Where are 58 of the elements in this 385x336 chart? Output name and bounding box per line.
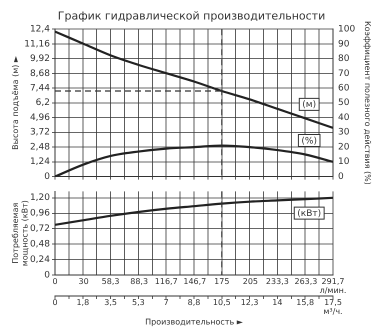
y-tick-label: 4,96: [30, 112, 50, 123]
y2-tick-label: 70: [338, 68, 350, 79]
y2-tick-label: 0: [338, 172, 344, 182]
y2-axis-title: Коэффициент полезного действия (%): [363, 20, 372, 185]
x2-tick-label: 30: [78, 277, 89, 286]
y-tick-label: 12,4: [30, 24, 50, 35]
x-tick-label: 0: [52, 298, 58, 308]
x2-tick-label: 88,3: [130, 277, 148, 286]
x2-tick-label: 233,3: [266, 277, 289, 286]
y-tick-label: 1,20: [30, 193, 50, 204]
x2-tick-label: 291,7 л/мин.: [320, 277, 346, 296]
y2-tick-label: 10: [338, 157, 350, 168]
x2-tick-label: 0: [52, 277, 58, 286]
x-tick-label: 8,8: [188, 298, 200, 308]
x-tick-label: 3,5: [104, 298, 117, 308]
x-tick-label: 1,8: [76, 298, 90, 308]
x-tick-label: 5,3: [132, 298, 145, 308]
y-tick-label: 11,16: [24, 39, 50, 50]
series-label: (%): [301, 136, 317, 146]
y2-tick-label: 50: [338, 98, 350, 108]
y2-tick-label: 30: [338, 128, 350, 138]
y2-tick-label: 40: [338, 112, 350, 123]
y-tick-label: 6,2: [36, 98, 50, 108]
y-tick-label: 0,96: [30, 208, 50, 219]
y-tick-label: 1,24: [30, 157, 50, 168]
x-tick-label: 17,5 м³/ч.: [323, 298, 343, 316]
x2-tick-label: 175: [214, 277, 230, 286]
x2-tick-label: 205: [242, 277, 258, 286]
y-tick-label: 0,48: [30, 239, 50, 250]
x2-tick-label: 146,7: [183, 277, 206, 286]
x-tick-label: 14: [272, 298, 282, 308]
y-axis-title: Потребляемая мощность (кВт): [10, 200, 30, 266]
y-tick-label: 7,44: [30, 84, 50, 94]
x2-tick-label: 58,3: [102, 277, 120, 286]
x-tick-label: 15,8: [296, 298, 314, 308]
x-axis-title: Производительность ►: [145, 317, 244, 326]
x-tick-label: 10,5: [212, 298, 231, 308]
series-label: (м): [302, 100, 316, 110]
y-axis-title: Высота подъёма (м) ►: [10, 55, 20, 150]
y2-tick-label: 20: [338, 142, 350, 152]
x-tick-label: 7: [164, 298, 169, 308]
chart-title: График гидравлической производительности: [58, 9, 326, 22]
y-tick-label: 0: [44, 270, 50, 280]
y-tick-label: 8,68: [30, 68, 50, 79]
y2-tick-label: 80: [338, 54, 350, 64]
y-tick-label: 0,72: [30, 224, 50, 234]
x-tick-label: 12,3: [240, 298, 259, 308]
y2-tick-label: 60: [338, 84, 350, 94]
x2-tick-label: 263,3: [294, 277, 318, 286]
y2-tick-label: 90: [338, 39, 350, 50]
y-tick-label: 0,24: [30, 254, 50, 265]
y2-tick-label: 100: [338, 24, 356, 35]
y-tick-label: 0: [44, 172, 50, 182]
y-tick-label: 9,92: [30, 54, 50, 64]
y-tick-label: 2,48: [30, 142, 50, 152]
x2-tick-label: 116,7: [154, 277, 178, 286]
y-tick-label: 3,72: [30, 128, 50, 138]
series-label: (кВт): [297, 208, 322, 219]
